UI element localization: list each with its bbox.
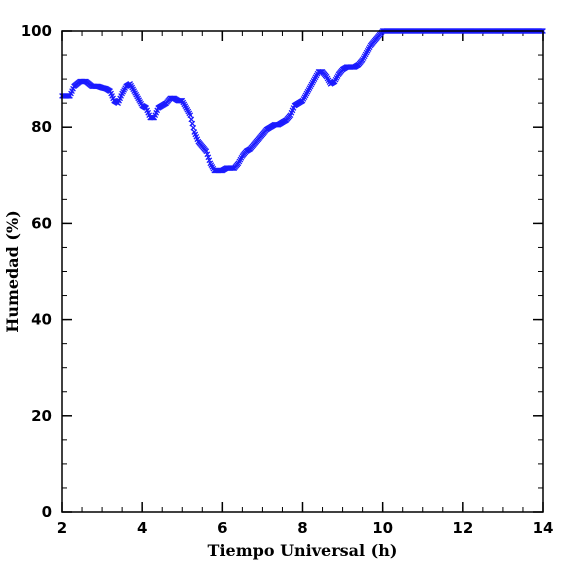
y-tick-label: 20	[31, 407, 52, 425]
x-tick-label: 14	[533, 519, 554, 537]
data-point	[229, 165, 236, 171]
x-tick-label: 10	[372, 519, 393, 537]
data-point	[189, 120, 196, 127]
y-tick-label: 40	[31, 311, 52, 329]
data-point	[190, 124, 197, 131]
x-tick-label: 2	[57, 519, 67, 537]
data-point	[317, 69, 324, 75]
x-tick-label: 8	[297, 519, 307, 537]
data-point	[188, 116, 195, 123]
x-tick-label: 12	[452, 519, 473, 537]
x-axis-label: Tiempo Universal (h)	[208, 541, 398, 560]
y-tick-label: 80	[31, 118, 52, 136]
x-tick-label: 4	[137, 519, 147, 537]
y-tick-labels: 0 20 40 60 80 100	[21, 22, 52, 521]
y-tick-label: 100	[21, 22, 52, 40]
x-tick-labels: 2 4 6 8 10 12 14	[57, 519, 554, 537]
data-point	[187, 112, 194, 119]
x-tick-label: 6	[217, 519, 227, 537]
plot-frame	[61, 30, 544, 513]
y-tick-label: 60	[31, 214, 52, 232]
y-axis-label: Humedad (%)	[3, 210, 22, 333]
data-points	[59, 28, 546, 174]
y-tick-label: 0	[42, 503, 52, 521]
